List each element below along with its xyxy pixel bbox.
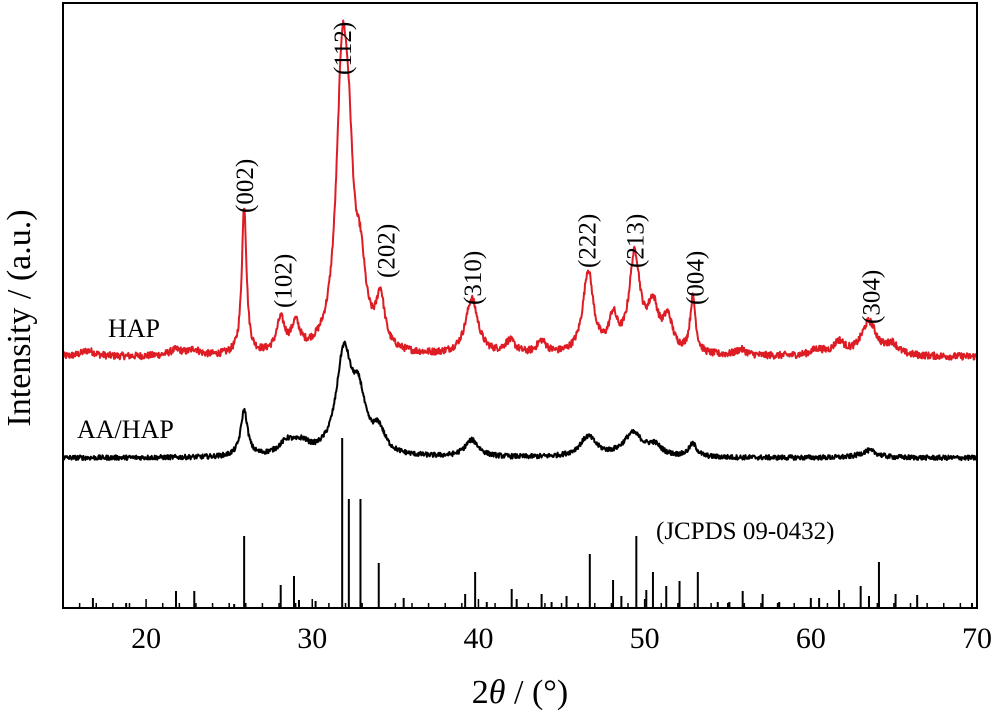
x-axis-label: 2θ / (°) [472,674,568,711]
x-tick-label-70: 70 [962,622,992,655]
y-axis-label: Intensity / (a.u.) [1,209,38,426]
reference-lines [91,438,974,608]
x-axis-label-suffix: / (°) [506,674,569,711]
x-tick-label-50: 50 [630,622,660,655]
series-label-hap: HAP [108,314,160,343]
peak-label-6: (213) [623,214,650,268]
x-tick-label-20: 20 [131,622,161,655]
series-line-aa-hap [62,340,978,462]
peak-label-0: (002) [232,159,259,213]
peak-label-7: (004) [683,251,710,305]
x-axis-label-theta: θ [489,674,506,711]
x-tick-label-40: 40 [463,622,493,655]
x-tick-label-60: 60 [796,622,826,655]
series-label-aa-hap: AA/HAP [77,415,174,444]
x-tick-label-30: 30 [297,622,327,655]
peak-label-8: (304) [859,270,886,324]
peak-label-5: (222) [575,214,602,268]
series-group: HAP AA/HAP [62,19,978,462]
peak-label-2: (112) [330,22,357,75]
reference-label: (JCPDS 09-0432) [656,518,835,545]
peak-label-4: (310) [460,251,487,305]
axes-group: 20 30 40 50 60 70 [62,2,992,655]
plot-frame [62,2,978,609]
labels-group: (002) (102) (112) (202) (310) (222) (213) (004)… [232,22,886,324]
peak-label-3: (202) [373,224,400,278]
peak-label-1: (102) [270,254,297,308]
x-axis-label-prefix: 2 [472,674,489,711]
series-line-hap [62,19,978,361]
